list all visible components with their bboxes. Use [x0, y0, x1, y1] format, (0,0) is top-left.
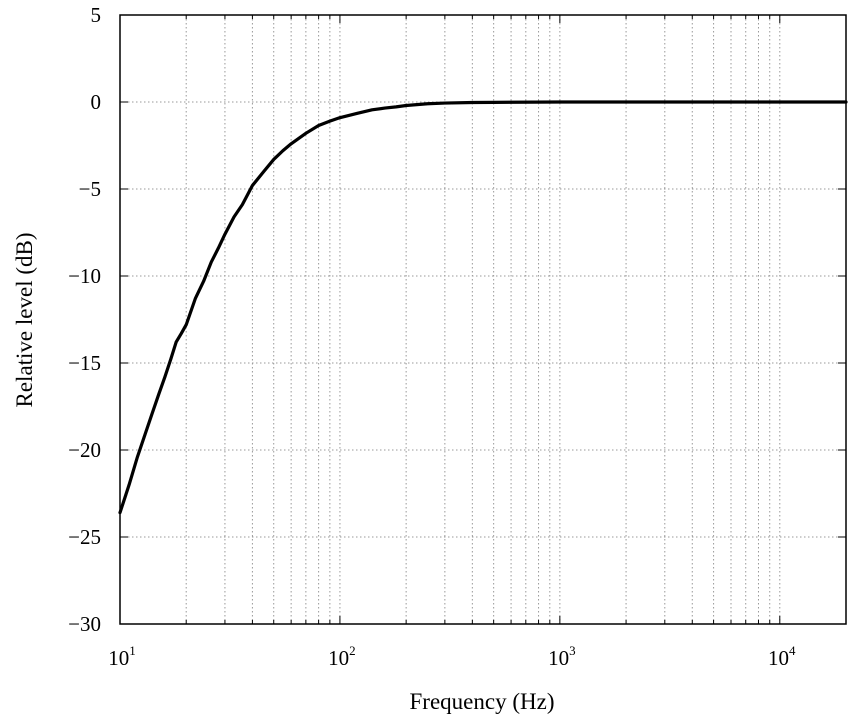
y-tick-label: −10	[68, 264, 101, 288]
y-tick-label: −5	[79, 177, 101, 201]
grid-lines	[120, 15, 846, 624]
series-line	[118, 100, 848, 515]
x-tick-label: 103	[548, 643, 576, 670]
y-tick-labels: 5 0 −5 −10 −15 −20 −25 −30	[68, 3, 101, 636]
x-axis-label: Frequency (Hz)	[410, 689, 555, 714]
x-tick-label: 104	[768, 643, 796, 670]
x-tick-label: 101	[108, 643, 136, 670]
y-tick-label: −25	[68, 525, 101, 549]
series-layer	[118, 100, 848, 515]
y-tick-label: 5	[91, 3, 102, 27]
y-tick-label: −30	[68, 612, 101, 636]
y-tick-label: −20	[68, 438, 101, 462]
y-tick-label: 0	[91, 90, 102, 114]
y-axis-label: Relative level (dB)	[12, 233, 37, 408]
tick-marks	[120, 14, 846, 625]
y-tick-label: −15	[68, 351, 101, 375]
x-tick-label: 102	[328, 643, 356, 670]
x-tick-labels: 101 102 103 104	[108, 643, 796, 670]
plot-frame	[119, 14, 847, 625]
